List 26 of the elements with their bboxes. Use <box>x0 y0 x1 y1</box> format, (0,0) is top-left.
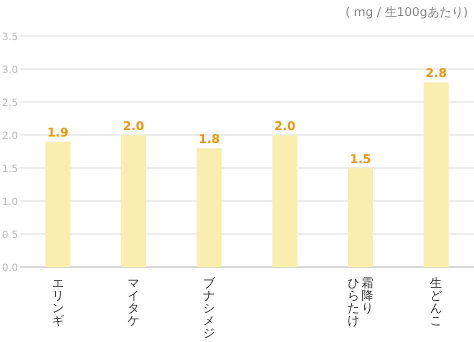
y-tick-label: 2.0 <box>2 131 18 142</box>
x-tick-label: ブナシメジ <box>203 276 216 340</box>
x-tick-label: マイタケ <box>128 276 140 328</box>
x-tick-label: 生どんこ <box>430 276 442 328</box>
bar <box>348 168 373 267</box>
data-label: 1.9 <box>47 126 68 140</box>
bar <box>272 135 298 267</box>
data-label: 1.8 <box>198 132 220 146</box>
x-tick-label: 霜降りひらたけ <box>348 276 374 328</box>
bar <box>196 148 222 267</box>
y-tick-label: 1.0 <box>2 197 18 208</box>
y-tick-label: 3.0 <box>2 65 18 76</box>
data-label: 2.0 <box>122 119 144 133</box>
bar <box>424 82 449 267</box>
x-tick-label: エリンギ <box>52 276 64 328</box>
y-tick-label: 2.5 <box>2 98 18 109</box>
data-label: 2.8 <box>426 66 447 80</box>
text: ( mg / 生100gあたり) <box>345 5 468 19</box>
y-tick-label: 0.5 <box>2 230 18 241</box>
bar <box>45 142 70 267</box>
bar <box>121 135 146 267</box>
data-label: 1.5 <box>350 152 372 166</box>
y-tick-label: 1.5 <box>2 164 18 175</box>
y-tick-label: 3.5 <box>2 32 18 43</box>
y-tick-label: 0.0 <box>2 263 18 274</box>
data-label: 2.0 <box>274 119 296 133</box>
